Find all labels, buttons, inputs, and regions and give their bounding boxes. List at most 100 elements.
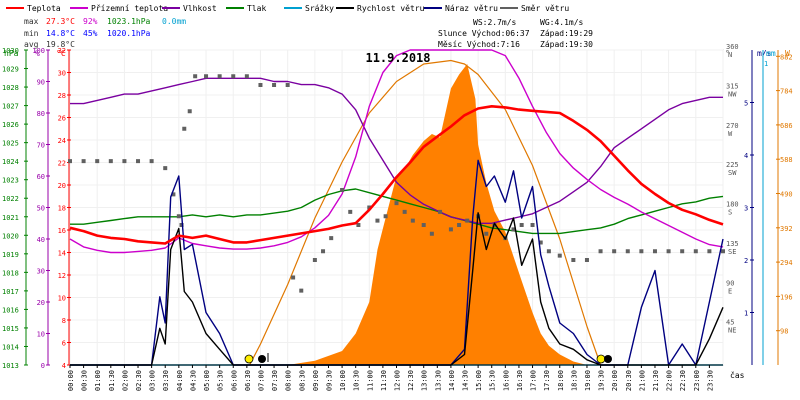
legend-label: Rychlost větru [357,4,425,13]
pressure-tick-label: 1016 [2,306,19,314]
sunset-marker [596,354,606,364]
radiation-tick-label: 392 [780,225,793,233]
wind-direction-point [511,227,516,232]
x-tick-label: 11:30 [380,370,388,391]
radiation-tick-label: 294 [780,259,793,267]
wind-tick-label: 2 [744,257,748,265]
wind-direction-point [204,74,209,79]
x-tick-label: 10:30 [353,370,361,391]
humidity-tick-label: 10 [37,331,45,339]
series-radiation-area [249,64,587,365]
x-tick-label: 07:30 [271,370,279,391]
wind-direction-point [299,288,304,293]
humidity-tick-label: 20 [37,299,45,307]
wind-direction-point [163,166,168,171]
direction-compass-label: S [728,209,732,217]
info-sun-set: Západ:19:29 [540,29,593,38]
legend-label: Tlak [247,4,266,13]
temp-tick-label: 18 [58,205,66,213]
stats-min-temp: 14.8°C [46,29,75,38]
x-tick-label: 07:00 [257,370,265,391]
wind-direction-point [394,201,399,206]
wind-direction-point [122,159,127,164]
temp-tick-label: 14 [58,250,66,258]
legend-label: Teplota [27,4,61,13]
legend-label: Srážky [305,4,334,13]
x-tick-label: 01:30 [108,370,116,391]
temp-tick-label: 22 [58,160,66,168]
x-tick-label: 05:30 [217,370,225,391]
direction-compass-label: N [728,51,732,59]
x-tick-label: 13:00 [421,370,429,391]
direction-tick-label: 270 [726,122,739,130]
temp-tick-label: 4 [62,362,66,370]
x-tick-label: 11:00 [366,370,374,391]
pressure-tick-label: 1023 [2,177,19,185]
wind-direction-point [652,249,657,254]
wind-tick-label: 5 [744,100,748,108]
wind-direction-point [457,223,462,227]
x-tick-label: 02:30 [135,370,143,391]
wind-direction-point [693,249,698,254]
wind-tick-label: 3 [744,205,748,213]
info-moon-rise: Měsíc Východ:7:16 [438,40,520,49]
moonset-marker [604,355,612,363]
x-tick-label: 06:30 [244,370,252,391]
direction-tick-label: 360 [726,43,739,51]
pressure-tick-label: 1030 [2,47,19,55]
wind-direction-point [182,126,187,131]
direction-tick-label: 315 [726,82,739,90]
stats-avg-temp: 19.8°C [46,40,75,49]
wind-direction-point [680,249,685,254]
direction-compass-label: W [728,130,733,138]
chart-title: 11.9.2018 [365,51,430,65]
wind-direction-point [171,192,176,197]
wind-direction-point [484,231,489,236]
pressure-tick-label: 1020 [2,232,19,240]
legend: Teplota Přízemní teplota Vlhkost Tlak Srážky… [6,4,569,13]
axis-header-mm: mm [766,49,776,58]
wind-direction-point [193,74,198,79]
axis-header-deg: ° [725,49,730,58]
temp-tick-label: 30 [58,70,66,78]
x-tick-label: 16:30 [516,370,524,391]
direction-compass-label: E [728,287,732,295]
info-sun-rise: Slunce Východ:06:37 [438,29,530,38]
temp-tick-label: 24 [58,137,66,145]
temp-tick-label: 10 [58,295,66,303]
wind-direction-point [519,223,524,227]
x-tick-label: 16:00 [502,370,510,391]
stats-min-press: 1020.1hPa [107,29,151,38]
x-tick-label: 23:00 [693,370,701,391]
wind-direction-point [217,74,222,79]
axis-header-pct: % [35,49,40,58]
pressure-tick-label: 1028 [2,84,19,92]
stats-min-hum: 45% [83,29,98,38]
x-tick-label: 14:30 [462,370,470,391]
temp-tick-label: 28 [58,92,66,100]
stats-min-label: min [24,29,39,38]
wind-direction-point [187,109,192,114]
wind-direction-point [329,236,334,241]
x-tick-label: 17:00 [530,370,538,391]
x-tick-label: 22:30 [679,370,687,391]
pressure-tick-label: 1029 [2,66,19,74]
left-axes: 1030102910281027102610251024102310221021… [2,47,71,370]
series-line [69,49,724,254]
series-layer [68,49,725,366]
wind-direction-point [448,227,453,232]
x-tick-label: 18:30 [570,370,578,391]
x-tick-label: 08:30 [298,370,306,391]
x-tick-label: 10:00 [339,370,347,391]
wind-direction-point [666,249,671,254]
legend-label: Vlhkost [183,4,217,13]
wind-direction-point [179,223,184,227]
direction-compass-label: NE [728,327,736,335]
wind-direction-point [465,218,470,223]
pressure-tick-label: 1018 [2,269,19,277]
x-tick-label: 02:00 [121,370,129,391]
stats-avg-label: avg [24,40,39,49]
x-tick-label: 22:00 [666,370,674,391]
direction-tick-label: 225 [726,161,739,169]
x-tick-label: 00:30 [81,370,89,391]
